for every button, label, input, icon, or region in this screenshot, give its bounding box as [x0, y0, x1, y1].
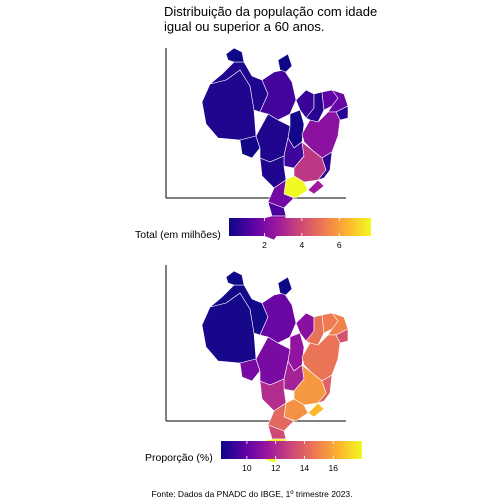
- region-rondonia: [239, 358, 261, 382]
- legend-tick-label: 14: [300, 463, 310, 473]
- source-note: Fonte: Dados da PNADC do IBGE, 1º trimes…: [151, 489, 353, 499]
- legend-tick-label: 16: [328, 463, 338, 473]
- chart-title: Distribuição da população com idade igua…: [164, 4, 494, 34]
- legend-title-total: Total (em milhões): [135, 229, 221, 241]
- map-total: [165, 47, 349, 241]
- region-rondonia: [239, 135, 261, 159]
- region-ms: [259, 378, 287, 412]
- region-rio: [307, 402, 325, 418]
- legend-tick-label: 12: [271, 463, 281, 473]
- legend-tick-label: 10: [242, 463, 252, 473]
- legend-proportion: 10 12 14 16: [221, 441, 362, 473]
- region-roraima: [225, 47, 245, 63]
- legend-total: 2 4 6: [229, 218, 371, 250]
- title-line-1: Distribuição da população com idade: [164, 4, 378, 19]
- region-amapa: [277, 276, 293, 296]
- legend-title-proportion: Proporção (%): [145, 452, 213, 464]
- region-ms: [259, 155, 287, 189]
- title-line-2: igual ou superior a 60 anos.: [164, 19, 325, 34]
- legend-tick-label: 2: [262, 240, 267, 250]
- legend-colorbar: [221, 441, 362, 459]
- region-es: [317, 151, 333, 181]
- region-rio: [307, 179, 325, 195]
- legend-tick-label: 4: [300, 240, 305, 250]
- legend-tick-label: 6: [337, 240, 342, 250]
- legend-colorbar: [229, 218, 371, 236]
- region-roraima: [225, 270, 245, 286]
- region-amapa: [277, 53, 293, 73]
- map-proportion: [165, 265, 349, 464]
- region-es: [317, 374, 333, 404]
